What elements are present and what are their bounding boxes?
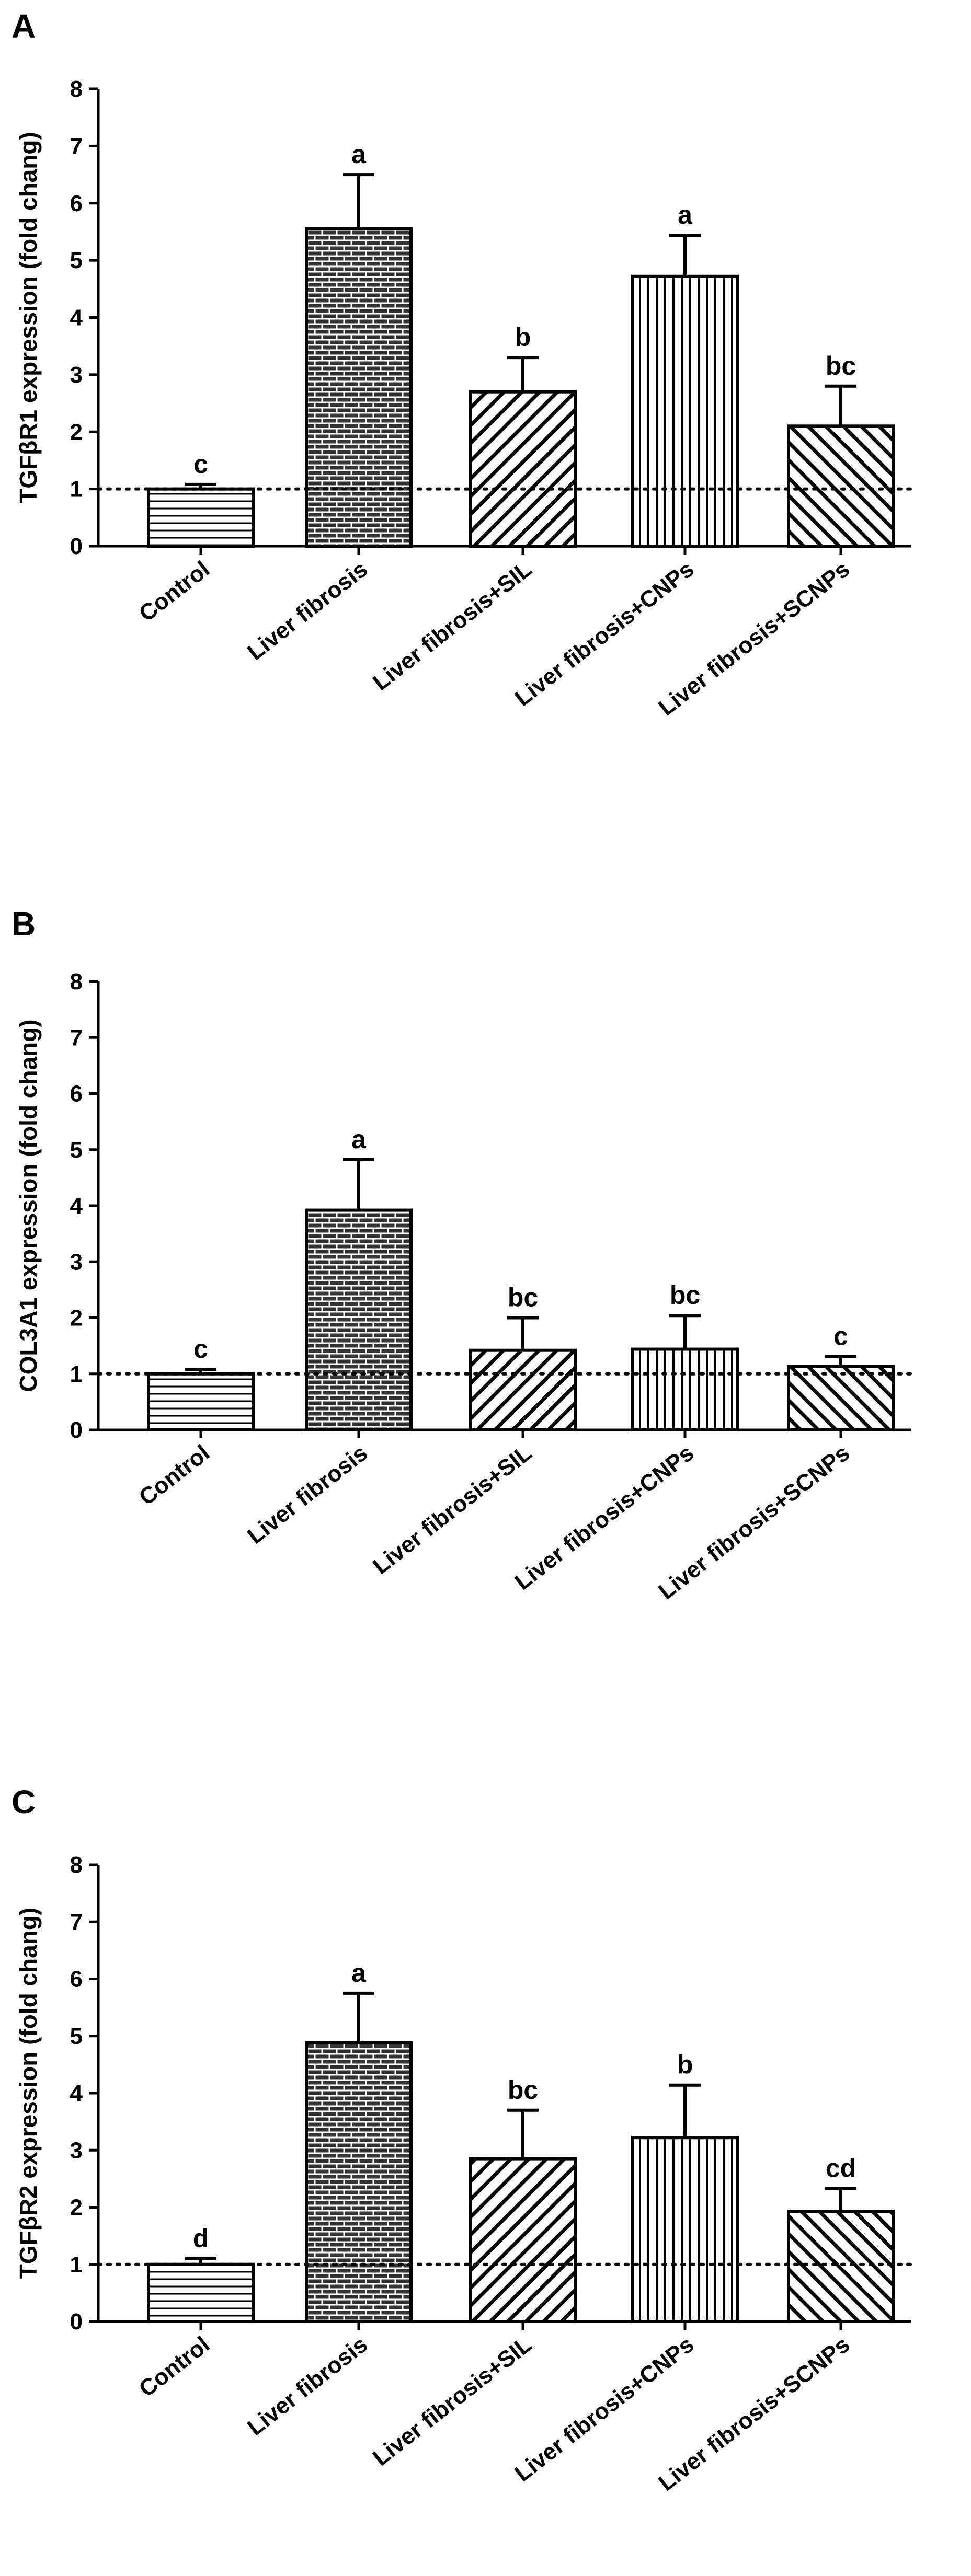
chart-a: TGFβR1 expression (fold chang) 0 1 2 3 4 5 6 7 8 c… (15, 76, 912, 721)
category-label: Liver fibrosis (243, 556, 372, 665)
y-tick-label: 8 (70, 1852, 83, 1878)
panel-label-a: A (12, 7, 36, 45)
significance-letter: bc (508, 2075, 538, 2105)
y-tick-label: 4 (70, 1193, 83, 1219)
bar (631, 2136, 739, 2324)
significance-letter: a (351, 1958, 367, 1988)
y-tick-label: 0 (70, 2309, 83, 2335)
bar (469, 2157, 577, 2324)
significance-letter: c (833, 1322, 848, 1351)
y-tick-label: 1 (70, 477, 83, 502)
category-label: Control (134, 1440, 214, 1510)
bar (631, 1347, 739, 1432)
category-label: Liver fibrosis (243, 2331, 372, 2441)
chart-c: TGFβR2 expression (fold chang) 0 1 2 3 4 5 6 7 8 d… (15, 1852, 912, 2496)
bar (631, 274, 739, 548)
panel-a: A TGFβR1 expression (fold chang) 0 1 2 3 4 5 6 7… (12, 7, 912, 721)
panel-c: C TGFβR2 expression (fold chang) 0 1 2 3 4 5 6 7… (12, 1783, 912, 2496)
y-axis-label: COL3A1 expression (fold chang) (15, 1019, 42, 1392)
y-tick-label: 1 (70, 2252, 83, 2278)
y-tick-label: 6 (70, 1967, 83, 1992)
significance-letter: bc (508, 1283, 538, 1312)
y-tick-label: 5 (70, 248, 83, 273)
panel-label-c: C (12, 1783, 36, 1821)
y-tick-label: 1 (70, 1361, 83, 1387)
significance-letter: a (351, 140, 367, 169)
significance-letter: b (515, 322, 531, 352)
y-tick-label: 6 (70, 1081, 83, 1107)
significance-letter: a (351, 1125, 367, 1154)
bar (469, 1348, 577, 1432)
bar (147, 1372, 255, 1431)
significance-letter: cd (826, 2153, 856, 2182)
bar (787, 1365, 895, 1432)
y-tick-label: 5 (70, 2024, 83, 2049)
y-tick-label: 3 (70, 1249, 83, 1275)
y-tick-label: 6 (70, 191, 83, 216)
significance-letter: b (677, 2050, 693, 2080)
bar (787, 2210, 895, 2323)
category-label: Liver fibrosis (243, 1440, 372, 1549)
y-tick-label: 5 (70, 1137, 83, 1163)
bar (305, 2041, 413, 2324)
y-tick-label: 2 (70, 1306, 83, 1331)
category-label: Liver fibrosis+SIL (368, 556, 536, 696)
bar (147, 2262, 255, 2323)
y-tick-label: 0 (70, 534, 83, 559)
significance-letter: c (193, 1334, 208, 1364)
y-tick-label: 3 (70, 2138, 83, 2163)
y-tick-label: 8 (70, 76, 83, 102)
panel-b: B COL3A1 expression (fold chang) 0 1 2 3 4 5 6 7… (12, 905, 912, 1604)
y-tick-label: 0 (70, 1417, 83, 1443)
y-axis-label: TGFβR1 expression (fold chang) (15, 132, 42, 503)
y-tick-label: 4 (70, 2081, 83, 2106)
significance-letter: a (678, 200, 693, 229)
category-label: Liver fibrosis+SIL (368, 1440, 536, 1579)
bar (787, 424, 895, 548)
y-tick-label: 2 (70, 2195, 83, 2221)
category-label: Control (134, 556, 214, 627)
category-label: Control (134, 2331, 214, 2402)
y-tick-label: 2 (70, 419, 83, 445)
chart-b: COL3A1 expression (fold chang) 0 1 2 3 4 5 6 7 8 c… (15, 969, 912, 1604)
significance-letter: d (193, 2224, 209, 2253)
y-axis-label: TGFβR2 expression (fold chang) (15, 1908, 42, 2279)
y-tick-label: 4 (70, 305, 83, 331)
significance-letter: bc (670, 1280, 700, 1310)
panel-label-b: B (12, 905, 36, 943)
y-tick-label: 7 (70, 1909, 83, 1935)
y-tick-label: 7 (70, 1025, 83, 1050)
significance-letter: c (193, 449, 208, 479)
bar (469, 390, 577, 548)
significance-letter: bc (826, 351, 856, 380)
y-tick-label: 7 (70, 133, 83, 159)
category-label: Liver fibrosis+SIL (368, 2331, 536, 2471)
y-tick-label: 3 (70, 362, 83, 388)
bar (305, 1208, 413, 1432)
y-tick-label: 8 (70, 969, 83, 995)
bar (147, 487, 255, 548)
bar (305, 227, 413, 548)
